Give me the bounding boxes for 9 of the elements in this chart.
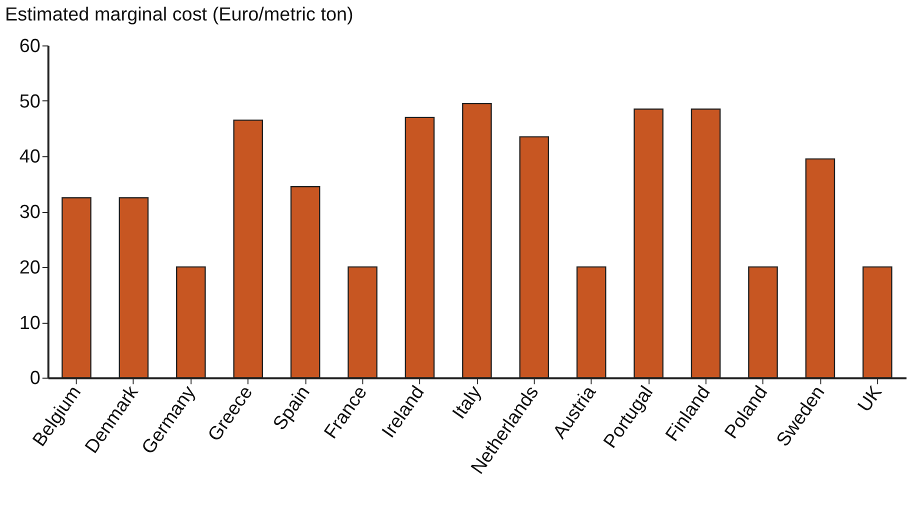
y-tick-label: 60 [19,36,40,57]
y-tick-label: 30 [19,202,40,224]
y-tick-label: 10 [19,312,40,334]
x-tick-label: UK [854,382,887,416]
y-tick-label: 0 [30,368,40,390]
chart-title: Estimated marginal cost (Euro/metric ton) [4,4,354,26]
y-tick-label: 50 [19,91,40,112]
y-tick-label: 40 [19,146,40,168]
y-tick-label: 20 [19,257,40,278]
